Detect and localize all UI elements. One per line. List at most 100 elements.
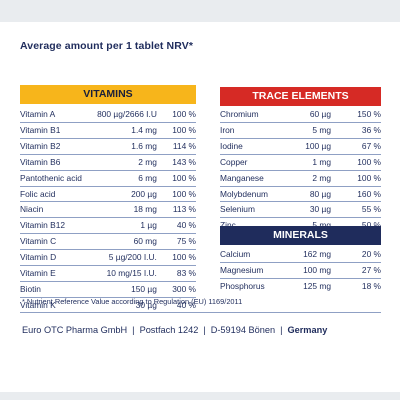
- nutrient-amount: 6 mg: [97, 170, 157, 187]
- separator: |: [203, 325, 206, 335]
- nutrient-name: Molybdenum: [220, 186, 285, 203]
- nutrient-amount: 30 µg: [135, 299, 157, 310]
- nutrient-nrv: 50 %: [331, 218, 381, 233]
- nutrient-nrv: 100 %: [156, 186, 196, 203]
- nutrient-nrv: 100 %: [156, 249, 196, 267]
- nutrient-name: Selenium: [220, 201, 285, 219]
- nutrient-row: Iodine 100 µg 67 %: [220, 138, 381, 155]
- nutrient-row: Zinc5 mg50 %: [220, 218, 381, 233]
- nutrient-name: Niacin: [20, 201, 98, 219]
- nutrient-row: Molybdenum 80 µg 160 %: [220, 186, 381, 203]
- nutrient-name: Magnesium: [220, 262, 285, 279]
- nutrient-amount: 100 µg: [285, 138, 331, 155]
- nutrient-nrv: 100 %: [156, 107, 196, 123]
- company-name: Euro OTC Pharma GmbH: [22, 325, 128, 335]
- nutrient-name: Vitamin E: [20, 265, 98, 282]
- nutrient-row: Copper 1 mg 100 %: [220, 154, 381, 171]
- nutrient-nrv: 75 %: [156, 233, 196, 251]
- nutrient-name: Iodine: [220, 138, 285, 155]
- table-heading: Average amount per 1 tablet NRV*: [20, 40, 193, 52]
- postbox: Postfach 1242: [139, 325, 199, 335]
- nutrient-nrv: 55 %: [331, 201, 381, 219]
- nutrient-nrv: 18 %: [361, 280, 381, 291]
- nutrient-row: Folic acid 200 µg 100 %: [20, 186, 196, 203]
- nutrient-name: Biotin: [20, 281, 98, 298]
- nutrient-nrv: 20 %: [331, 247, 381, 263]
- nutrient-amount: 800 µg/2666 I.U: [97, 107, 157, 123]
- nutrient-name: Calcium: [220, 247, 285, 263]
- nutrient-row: Vitamin K 30 µg 40 %: [20, 297, 196, 312]
- nutrient-row: Selenium 30 µg 55 %: [220, 201, 381, 219]
- nutrient-name: Vitamin A: [20, 107, 98, 123]
- nutrient-amount: 2 mg: [97, 154, 157, 171]
- separator: |: [132, 325, 135, 335]
- nutrient-name: Pantothenic acid: [20, 170, 98, 187]
- nutrient-name: Phosphorus: [220, 280, 265, 291]
- nutrient-amount: 18 mg: [97, 201, 157, 219]
- nutrient-nrv: 36 %: [331, 122, 381, 139]
- nutrient-row: Vitamin B1 1.4 mg 100 %: [20, 122, 196, 139]
- nutrient-name: Vitamin B6: [20, 154, 98, 171]
- nutrient-name: Vitamin K: [20, 299, 56, 310]
- nutrient-nrv: 160 %: [331, 186, 381, 203]
- nutrient-amount: 2 mg: [285, 170, 331, 187]
- nutrient-nrv: 100 %: [331, 170, 381, 187]
- nutrient-amount: 1 µg: [97, 217, 157, 235]
- nutrient-nrv: 27 %: [331, 262, 381, 279]
- nutrient-name: Copper: [220, 154, 285, 171]
- nutrient-amount: 10 mg/15 I.U.: [97, 265, 157, 282]
- nutrient-amount: 200 µg: [97, 186, 157, 203]
- nutrient-name: Iron: [220, 122, 285, 139]
- nutrient-amount: 100 mg: [285, 262, 331, 279]
- nutrient-row: Phosphorus 125 mg 18 %: [220, 278, 381, 293]
- nutrient-name: Folic acid: [20, 186, 98, 203]
- nutrient-name: Manganese: [220, 170, 285, 187]
- nutrient-amount: 30 µg: [285, 201, 331, 219]
- nutrient-name: Chromium: [220, 107, 285, 123]
- nutrient-name: Vitamin D: [20, 249, 98, 267]
- nutrient-amount: 1.4 mg: [97, 122, 157, 139]
- separator: |: [280, 325, 283, 335]
- nutrient-name: Zinc: [220, 218, 285, 233]
- nutrient-row: Vitamin A 800 µg/2666 I.U 100 %: [20, 107, 196, 123]
- nutrient-name: Vitamin B1: [20, 122, 98, 139]
- nutrient-amount: 150 µg: [97, 281, 157, 298]
- minerals-header: MINERALS: [220, 226, 381, 245]
- nutrient-nrv: 113 %: [156, 201, 196, 219]
- nutrient-row: Iron 5 mg 36 %: [220, 122, 381, 139]
- nutrient-amount: 5 µg/200 I.U.: [97, 249, 157, 267]
- nutrient-amount: 162 mg: [285, 247, 331, 263]
- postal-address: D-59194 Bönen: [210, 325, 276, 335]
- nutrient-row: Vitamin C 60 mg 75 %: [20, 233, 196, 251]
- nutrient-nrv: 40 %: [156, 217, 196, 235]
- nutrient-amount: 60 mg: [97, 233, 157, 251]
- nutrient-row: Magnesium 100 mg 27 %: [220, 262, 381, 279]
- nutrient-nrv: 114 %: [156, 138, 196, 155]
- nutrient-nrv: 40 %: [176, 299, 196, 310]
- nutrient-amount: 1.6 mg: [97, 138, 157, 155]
- nutrient-nrv: 100 %: [331, 154, 381, 171]
- nrv-footnote: * Nutrient Reference Value according to …: [22, 297, 243, 306]
- trace-elements-header: TRACE ELEMENTS: [220, 87, 381, 106]
- nutrient-nrv: 100 %: [156, 170, 196, 187]
- nutrient-row: Vitamin B6 2 mg 143 %: [20, 154, 196, 171]
- nutrient-amount: 1 mg: [285, 154, 331, 171]
- nutrient-nrv: 143 %: [156, 154, 196, 171]
- nutrient-nrv: 100 %: [156, 122, 196, 139]
- nutrient-nrv: 83 %: [156, 265, 196, 282]
- nutrient-name: Vitamin B12: [20, 217, 98, 235]
- minerals-table: Calcium 162 mg 20 % Magnesium 100 mg 27 % Phos…: [220, 247, 381, 294]
- nutrient-nrv: 150 %: [331, 107, 381, 123]
- vitamins-table: Vitamin A 800 µg/2666 I.U 100 % Vitamin B1 1…: [20, 107, 196, 313]
- nutrient-amount: 5 mg: [285, 218, 331, 233]
- nutrient-nrv: 300 %: [156, 281, 196, 298]
- nutrient-name: Vitamin C: [20, 233, 98, 251]
- nutrient-nrv: 67 %: [331, 138, 381, 155]
- trace-elements-table: Chromium 60 µg 150 % Iron 5 mg 36 % Iodine 100 …: [220, 107, 381, 233]
- nutrient-row: Vitamin B12 1 µg 40 %: [20, 217, 196, 235]
- nutrient-amount: 80 µg: [285, 186, 331, 203]
- footer-divider: [20, 312, 381, 313]
- nutrient-row: Pantothenic acid 6 mg 100 %: [20, 170, 196, 187]
- nutrient-row: Manganese 2 mg 100 %: [220, 170, 381, 187]
